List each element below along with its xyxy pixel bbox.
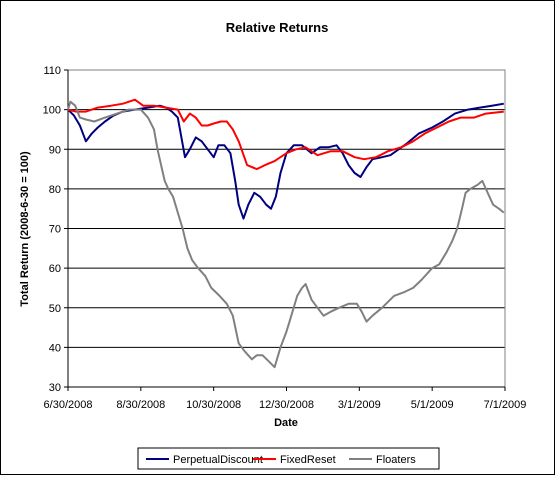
x-tick-label: 3/1/2009 — [338, 399, 381, 411]
legend-box — [137, 447, 440, 470]
y-axis-label: Total Return (2008-6-30 = 100) — [19, 151, 31, 307]
chart-title: Relative Returns — [226, 20, 329, 35]
series-layer — [67, 98, 505, 369]
x-tick-label: 12/30/2008 — [259, 399, 314, 411]
x-axis: 6/30/2008 8/30/2008 10/30/2008 12/30/2008 3/… — [44, 386, 527, 411]
y-tick-label: 60 — [49, 263, 61, 275]
y-tick-label: 50 — [49, 303, 61, 315]
y-tick-label: 40 — [49, 342, 61, 354]
y-axis: 30 40 50 60 70 80 90 100 110 — [43, 65, 69, 394]
x-tick-label: 8/30/2008 — [116, 399, 165, 411]
series-line-perpetualdiscount — [67, 102, 504, 220]
x-tick-label: 7/1/2009 — [484, 399, 527, 411]
legend-label-floaters: Floaters — [376, 454, 416, 466]
x-tick-label: 6/30/2008 — [44, 399, 93, 411]
legend: PerpetualDiscount FixedReset Floaters — [137, 447, 440, 470]
y-tick-label: 90 — [49, 144, 61, 156]
y-tick-label: 30 — [49, 382, 61, 394]
y-tick-label: 70 — [49, 224, 61, 236]
x-tick-label: 10/30/2008 — [186, 399, 241, 411]
legend-label-perpetualdiscount: PerpetualDiscount — [173, 454, 263, 466]
y-tick-label: 100 — [43, 105, 61, 117]
series-line-fixedreset — [67, 98, 504, 171]
gridlines — [68, 109, 505, 348]
y-tick-label: 80 — [49, 184, 61, 196]
series-line-floaters — [67, 100, 505, 369]
y-tick-label: 110 — [43, 65, 61, 77]
x-tick-label: 5/1/2009 — [411, 399, 454, 411]
x-axis-label: Date — [274, 417, 298, 429]
legend-label-fixedreset: FixedReset — [280, 454, 336, 466]
